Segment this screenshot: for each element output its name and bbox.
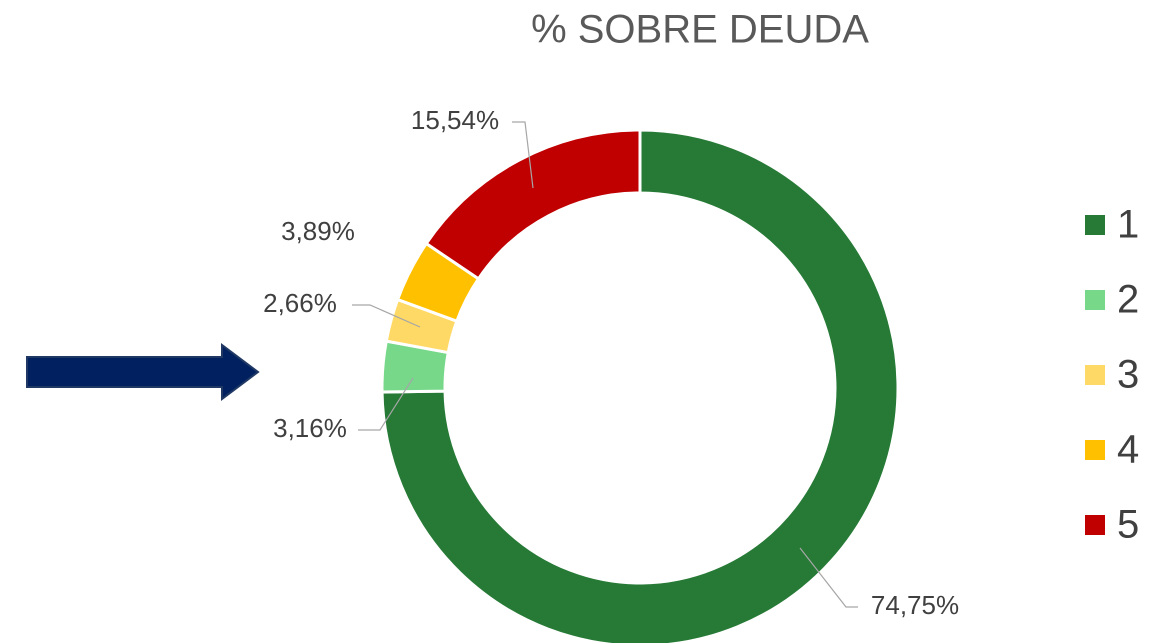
data-label: 74,75% — [871, 590, 959, 620]
donut-slice — [424, 128, 642, 281]
arrow — [26, 343, 260, 401]
leader-line — [352, 304, 421, 328]
data-label: 15,54% — [411, 105, 499, 135]
leader-line — [358, 377, 414, 431]
legend-swatch — [1085, 365, 1105, 385]
legend-swatch — [1085, 515, 1105, 535]
legend-swatch — [1085, 440, 1105, 460]
leader-line — [799, 547, 858, 608]
legend-label: 3 — [1117, 353, 1139, 397]
chart-title: % SOBRE DEUDA — [531, 8, 869, 52]
legend-label: 1 — [1117, 203, 1139, 247]
legend-swatch — [1085, 290, 1105, 310]
donut-slice — [380, 128, 900, 643]
legend-swatch — [1085, 215, 1105, 235]
legend-label: 5 — [1117, 503, 1139, 547]
arrow-shape — [26, 343, 260, 401]
legend-label: 2 — [1117, 278, 1139, 322]
legend-label: 4 — [1117, 428, 1139, 472]
data-label: 3,16% — [273, 413, 347, 443]
data-label: 3,89% — [281, 216, 355, 246]
leader-line — [512, 121, 534, 189]
data-label: 2,66% — [263, 288, 337, 318]
